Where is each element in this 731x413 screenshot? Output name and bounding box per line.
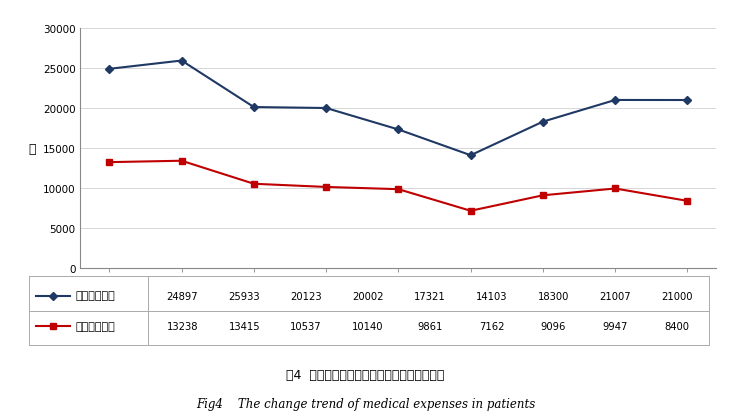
Text: 24897: 24897	[167, 291, 198, 301]
Text: 13238: 13238	[167, 321, 198, 331]
Text: 20123: 20123	[290, 291, 322, 301]
Text: Fig4    The change trend of medical expenses in patients: Fig4 The change trend of medical expense…	[196, 397, 535, 411]
Text: 人均医疗费用: 人均医疗费用	[75, 291, 115, 301]
Text: 9861: 9861	[417, 321, 442, 331]
Text: 14103: 14103	[476, 291, 507, 301]
Text: 21007: 21007	[599, 291, 631, 301]
Text: 7162: 7162	[479, 321, 504, 331]
Text: 13415: 13415	[229, 321, 260, 331]
Text: 人均自付费用: 人均自付费用	[75, 321, 115, 331]
Text: 18300: 18300	[537, 291, 569, 301]
Text: 10537: 10537	[290, 321, 322, 331]
Text: 10140: 10140	[352, 321, 384, 331]
Text: 9096: 9096	[540, 321, 566, 331]
Text: 25933: 25933	[229, 291, 260, 301]
Text: 20002: 20002	[352, 291, 384, 301]
Text: 17321: 17321	[414, 291, 445, 301]
Text: 21000: 21000	[661, 291, 692, 301]
Text: 9947: 9947	[602, 321, 628, 331]
Text: 8400: 8400	[664, 321, 689, 331]
Text: 图4  不同诊治时间医疗费用的变化趋势（元）: 图4 不同诊治时间医疗费用的变化趋势（元）	[287, 368, 444, 381]
Y-axis label: 元: 元	[28, 142, 35, 155]
